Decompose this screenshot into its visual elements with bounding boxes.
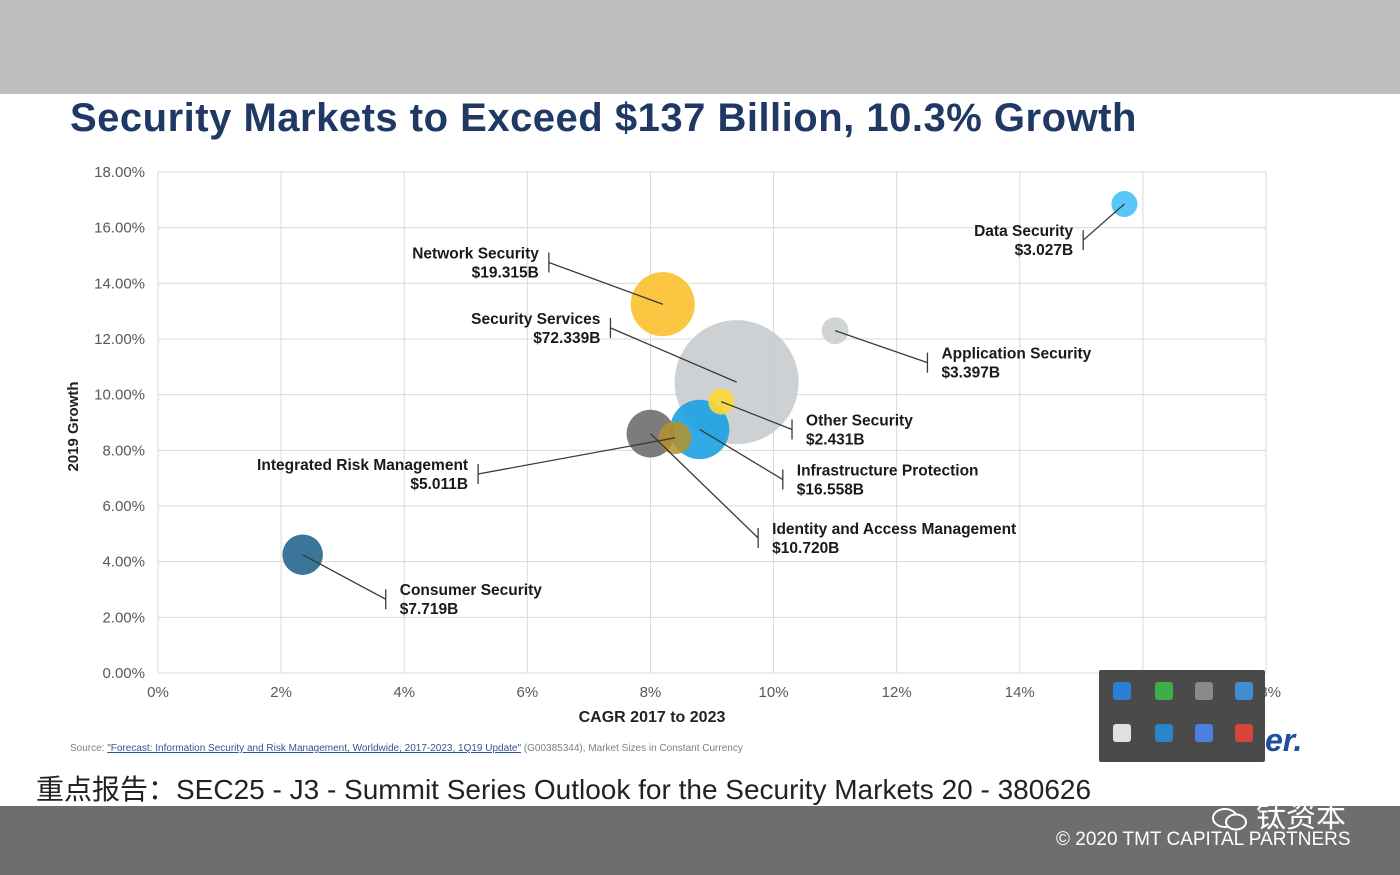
y-tick-label: 10.00% [94, 387, 145, 404]
source-prefix: Source: [70, 743, 105, 754]
bubble-label-name: Infrastructure Protection [797, 463, 979, 480]
bubble-label-name: Data Security [974, 223, 1073, 240]
y-tick-label: 4.00% [102, 554, 145, 571]
x-tick-label: 6% [516, 684, 538, 701]
bubble-label-value: $72.339B [533, 330, 600, 347]
logo-fragment: er. [1265, 722, 1303, 758]
bubble-label-value: $7.719B [400, 601, 459, 618]
x-tick-label: 2% [270, 684, 292, 701]
y-tick-label: 0.00% [102, 665, 145, 682]
leader-line [302, 554, 387, 600]
bubble-label-name: Integrated Risk Management [257, 457, 468, 474]
source-note: Source: "Forecast: Information Security … [70, 743, 743, 754]
source-suffix: (G00385344), Market Sizes in Constant Cu… [523, 743, 743, 754]
leader-line [610, 327, 737, 383]
bubble-label-name: Network Security [412, 245, 539, 262]
x-tick-label: 12% [882, 684, 912, 701]
x-tick-label: 10% [759, 684, 789, 701]
mail-icon[interactable] [1235, 724, 1253, 742]
bubble-label-name: Identity and Access Management [772, 521, 1016, 538]
bubble-label-name: Other Security [806, 412, 913, 429]
leader-line [649, 433, 759, 539]
bubble-label-value: $16.558B [797, 482, 864, 499]
bubble-label-value: $3.027B [1015, 242, 1074, 259]
bluetooth-icon[interactable] [1113, 682, 1131, 700]
x-tick-label: 4% [393, 684, 415, 701]
y-tick-label: 18.00% [94, 164, 145, 181]
report-subtitle: 重点报告：SEC25 - J3 - Summit Series Outlook … [36, 774, 1092, 805]
bubble-label-value: $5.011B [410, 476, 468, 493]
bottom-bar [0, 806, 1400, 875]
leader-line [477, 437, 676, 475]
brand-name: 钛资本 [1256, 801, 1346, 834]
leader-line [1082, 203, 1125, 241]
top-bar [0, 0, 1400, 94]
x-tick-label: 14% [1005, 684, 1035, 701]
bubble-label-name: Consumer Security [400, 582, 543, 599]
bubble-label-value: $3.397B [941, 365, 1000, 382]
y-tick-label: 12.00% [94, 331, 145, 348]
app-icon[interactable] [1155, 682, 1173, 700]
x-axis-title: CAGR 2017 to 2023 [579, 709, 726, 726]
leader-line [720, 401, 793, 431]
x-tick-label: 8% [640, 684, 662, 701]
y-tick-label: 16.00% [94, 220, 145, 237]
network-icon[interactable] [1235, 682, 1253, 700]
y-tick-label: 6.00% [102, 498, 145, 515]
cloud-icon[interactable] [1195, 682, 1213, 700]
bubble-label-value: $10.720B [772, 540, 839, 557]
wechat-icon [1212, 808, 1247, 831]
bubble-label-name: Security Services [471, 311, 600, 328]
bubble-label-value: $2.431B [806, 431, 865, 448]
source-link[interactable]: "Forecast: Information Security and Risk… [107, 743, 522, 754]
y-tick-label: 8.00% [102, 442, 145, 459]
y-tick-label: 2.00% [102, 609, 145, 626]
leader-line [834, 330, 928, 364]
y-axis-title: 2019 Growth [65, 381, 82, 471]
leader-line [699, 428, 784, 481]
system-tray-popup[interactable] [1099, 670, 1265, 762]
bubble-label-value: $19.315B [472, 264, 539, 281]
bubble-consumer-security [282, 534, 323, 575]
copyright: © 2020 TMT CAPITAL PARTNERS [1056, 829, 1351, 850]
window-icon[interactable] [1155, 724, 1173, 742]
chart-title: Security Markets to Exceed $137 Billion,… [70, 96, 1137, 140]
pen-icon[interactable] [1195, 724, 1213, 742]
leader-line [548, 261, 663, 305]
brand: 钛资本 [1210, 792, 1346, 836]
shield-icon[interactable] [1113, 724, 1131, 742]
x-tick-label: 0% [147, 684, 169, 701]
y-tick-label: 14.00% [94, 275, 145, 292]
bubble-network-security [630, 272, 695, 337]
bubble-label-name: Application Security [941, 346, 1091, 363]
